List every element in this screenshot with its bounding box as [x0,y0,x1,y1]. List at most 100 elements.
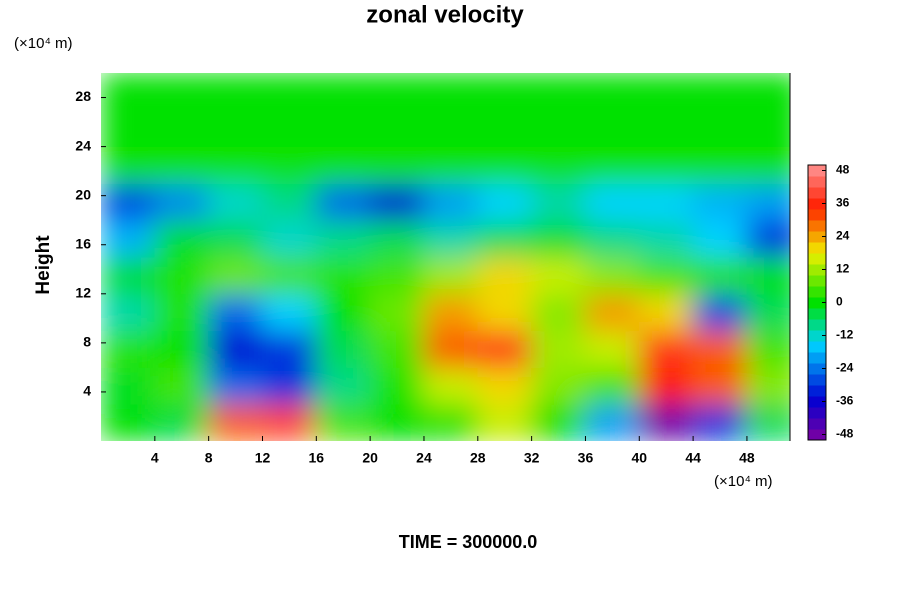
colorbar-band [808,242,826,254]
field-cell [208,330,263,368]
field-cell [531,146,586,184]
colorbar-tick-label: 36 [836,196,850,210]
field-cell [369,403,425,441]
field-cell [208,109,263,148]
colorbar-tick-label: -24 [836,361,854,375]
colorbar-band [808,297,826,309]
colorbar-band [808,220,826,232]
field-cell [154,330,210,368]
colorbar-band [808,187,826,199]
field-cell [154,182,210,221]
colorbar-band [808,396,826,408]
colorbar-band [808,286,826,298]
field-cell [692,403,748,441]
field-cell [369,109,425,148]
field-cell [369,73,425,111]
field-cell [477,403,533,441]
field-cell [369,146,425,184]
field-cell [746,366,790,405]
colorbar-band [808,319,826,331]
field-cell [692,366,748,405]
field-cell [584,182,640,221]
y-tick-label: 24 [75,137,91,153]
x-tick-label: 36 [578,450,594,466]
field-cell [638,219,694,258]
field-cell [369,293,425,332]
field-cell [261,330,317,368]
colorbar-band [808,198,826,210]
field-cell [746,109,790,148]
field-cell [477,256,533,295]
field-cell [261,256,317,295]
field-cell [101,219,156,258]
field-cell [531,366,586,405]
field-cell [423,182,479,221]
field-cell [477,109,533,148]
field-cell [477,330,533,368]
field-cell [423,293,479,332]
field-cell [315,366,371,405]
x-tick-label: 32 [524,450,540,466]
colorbar-tick-label: 48 [836,163,850,177]
field-cell [423,109,479,148]
field-cell [692,219,748,258]
field-cell [208,256,263,295]
y-unit: (×10⁴ m) [14,35,73,52]
field-cell [261,293,317,332]
field-cell [101,366,156,405]
field-cell [261,403,317,441]
y-axis-label: Height [33,235,54,295]
x-tick-label: 16 [309,450,325,466]
field-cell [692,109,748,148]
field-cell [261,146,317,184]
colorbar-tick-label: 12 [836,262,850,276]
field-cell [261,109,317,148]
field-cell [101,146,156,184]
field-cell [154,256,210,295]
field-cell [208,219,263,258]
colorbar: -48 -36 -24 -12 0 12 24 36 48 [807,163,854,441]
field-cell [101,182,156,221]
field-cell [477,293,533,332]
field-cell [315,219,371,258]
colorbar-band [808,165,826,177]
field-cell [208,146,263,184]
field-cell [638,73,694,111]
colorbar-band [808,407,826,419]
field-cell [692,293,748,332]
field-cell [154,109,210,148]
colorbar-band [808,363,826,375]
field-cell [369,256,425,295]
field-cell [531,293,586,332]
field-cell [477,146,533,184]
field-cell [584,219,640,258]
field-cell [261,366,317,405]
field-cell [154,219,210,258]
colorbar-band [808,275,826,287]
colorbar-band [808,418,826,430]
y-tick-label: 20 [75,186,91,202]
x-tick-label: 24 [416,450,432,466]
field-cell [315,182,371,221]
field-cell [531,330,586,368]
field-cell [531,109,586,148]
field-cell [315,293,371,332]
field-cell [531,403,586,441]
field-cell [638,109,694,148]
field-cell [638,366,694,405]
colorbar-band [808,253,826,265]
x-tick-label: 48 [739,450,755,466]
field-cell [208,182,263,221]
field-cell [746,330,790,368]
x-tick-label: 12 [255,450,271,466]
field-cell [154,73,210,111]
time-label: TIME = 300000.0 [399,532,538,552]
field-cell [746,256,790,295]
colorbar-band [808,429,826,441]
x-tick-label: 4 [151,450,159,466]
field-cell [423,219,479,258]
field-cell [638,182,694,221]
y-tick-label: 12 [75,285,91,301]
colorbar-band [808,385,826,397]
